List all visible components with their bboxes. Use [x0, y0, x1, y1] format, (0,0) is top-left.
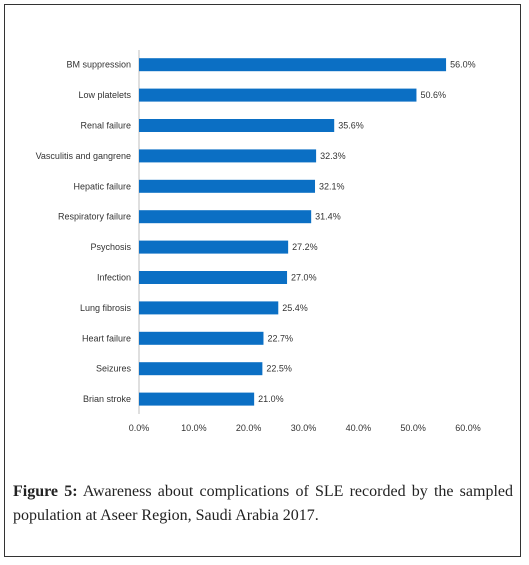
value-labels: 56.0% 50.6% 35.6% 32.3% 32.1% 31.4% 27.2% 27.0%… [258, 60, 475, 404]
bar [139, 271, 288, 284]
x-tick-label: 50.0% [400, 423, 426, 433]
x-tick-label: 10.0% [181, 423, 207, 433]
bar [139, 240, 289, 254]
category-label: Vasculitis and gangrene [36, 151, 131, 161]
bar-value-label: 27.0% [291, 273, 317, 283]
bar-value-label: 22.7% [267, 333, 293, 343]
bar-value-label: 32.1% [319, 181, 345, 191]
x-tick-label: 40.0% [346, 423, 372, 433]
caption-text: Awareness about complications of SLE rec… [13, 483, 513, 524]
bar [139, 210, 312, 224]
category-label: Renal failure [80, 121, 131, 131]
bar-value-label: 25.4% [282, 303, 308, 313]
x-tick-label: 0.0% [129, 423, 150, 433]
category-label: Lung fibrosis [80, 303, 132, 313]
bar-value-label: 32.3% [320, 151, 346, 161]
bars [139, 58, 447, 406]
bar-value-label: 27.2% [292, 242, 318, 252]
category-label: Heart failure [82, 333, 131, 343]
category-label: Low platelets [78, 90, 131, 100]
bar-value-label: 22.5% [266, 364, 292, 374]
x-tick-label: 30.0% [291, 423, 317, 433]
bar-value-label: 31.4% [315, 212, 341, 222]
bar-value-label: 21.0% [258, 394, 284, 404]
caption-label: Figure 5: [13, 483, 78, 500]
x-tick-labels: 0.0% 10.0% 20.0% 30.0% 40.0% 50.0% 60.0% [129, 423, 481, 433]
category-label: Brian stroke [83, 394, 131, 404]
bar-chart: BM suppression Low platelets Renal failure… [36, 50, 481, 433]
category-label: Seizures [96, 364, 132, 374]
bar [139, 362, 263, 376]
figure-caption: Figure 5: Awareness about complications … [13, 480, 513, 528]
bar [139, 179, 316, 193]
x-tick-label: 20.0% [236, 423, 262, 433]
category-label: Hepatic failure [73, 181, 131, 191]
bar-value-label: 56.0% [450, 60, 476, 70]
category-label: Respiratory failure [58, 212, 131, 222]
bar-value-label: 50.6% [420, 90, 446, 100]
bar [139, 392, 255, 406]
bar [139, 301, 279, 315]
bar [139, 88, 417, 102]
bar [139, 149, 317, 163]
bar [139, 119, 335, 132]
bar [139, 331, 264, 345]
category-label: Infection [97, 273, 131, 283]
category-labels: BM suppression Low platelets Renal failure… [36, 60, 132, 404]
bar-value-label: 35.6% [338, 121, 364, 131]
x-tick-label: 60.0% [455, 423, 481, 433]
category-label: Psychosis [90, 242, 131, 252]
category-label: BM suppression [66, 60, 131, 70]
bar [139, 58, 447, 72]
